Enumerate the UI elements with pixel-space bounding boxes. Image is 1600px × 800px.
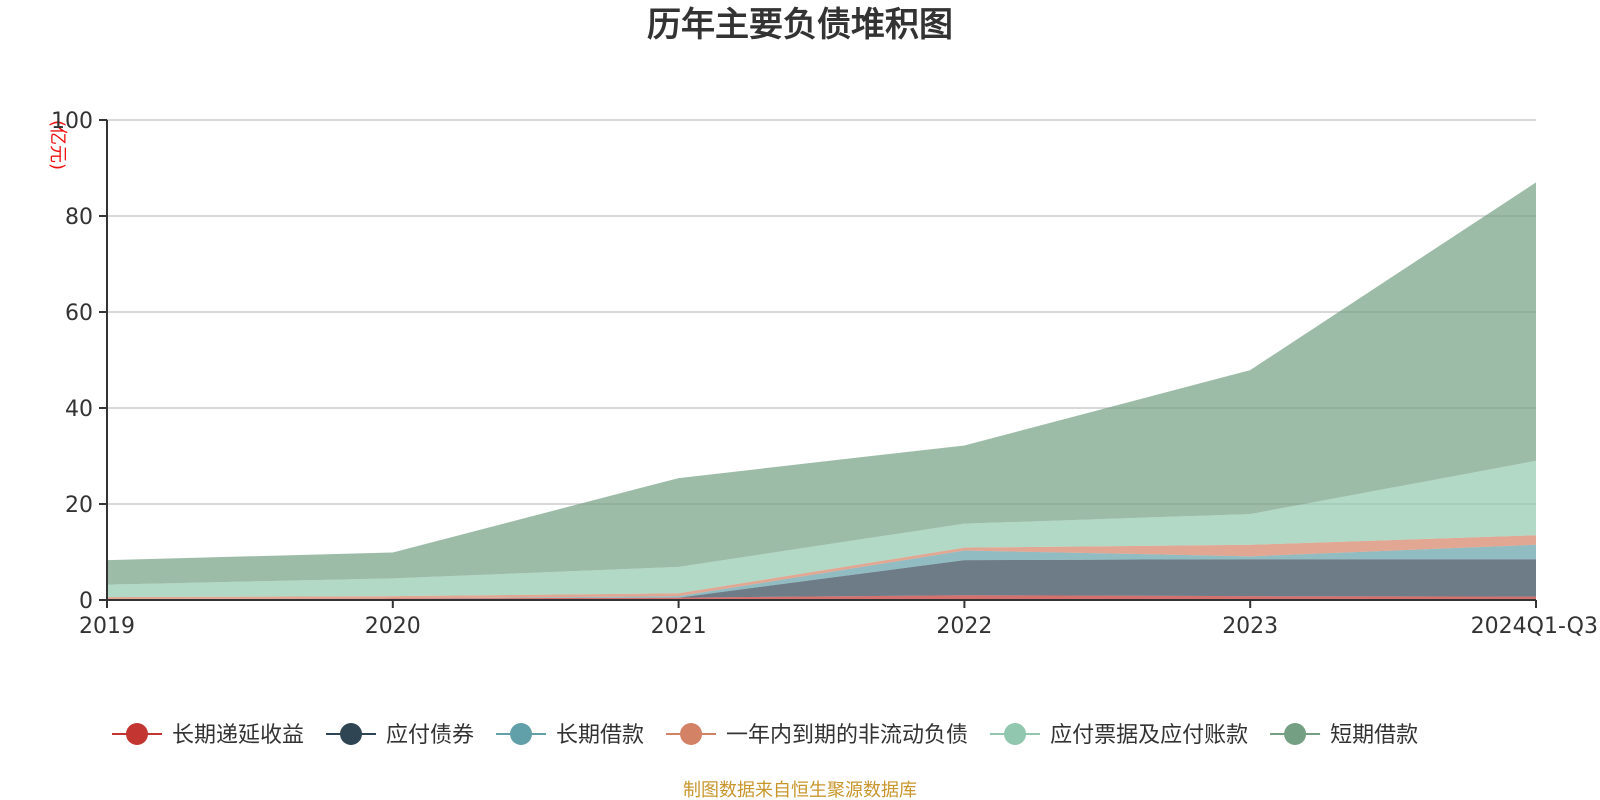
- legend-label: 长期借款: [556, 723, 644, 748]
- legend-marker: [340, 723, 363, 745]
- legend-marker: [510, 723, 533, 745]
- legend-marker: [1004, 723, 1027, 745]
- y-tick-label: 80: [65, 205, 93, 230]
- x-tick-label: 2020: [365, 614, 421, 639]
- legend-marker: [126, 723, 148, 745]
- legend-marker: [1284, 723, 1307, 745]
- legend-label: 应付票据及应付账款: [1050, 723, 1248, 748]
- legend-item-2[interactable]: 应付债券: [326, 723, 474, 748]
- y-tick-label: 20: [65, 493, 93, 518]
- stacked-areas: [107, 182, 1536, 600]
- legend-marker: [680, 723, 703, 745]
- legend-label: 短期借款: [1330, 723, 1418, 748]
- x-tick-label: 2021: [651, 614, 707, 639]
- area-series-4: [107, 535, 1536, 600]
- x-tick-label: 2023: [1222, 614, 1278, 639]
- x-tick-label: 2019: [79, 614, 135, 639]
- y-axis-unit-label: (亿元): [47, 120, 68, 170]
- legend-label: 长期递延收益: [172, 723, 304, 748]
- axes: 0 20 40 60 80 100 2019 2020 2021 2022 2023 2024Q1-Q…: [51, 109, 1598, 639]
- legend: 长期递延收益 应付债券 长期借款 一年内到期的非流动负债 应付票据及应付账款 短期借款: [112, 723, 1418, 748]
- legend-label: 一年内到期的非流动负债: [726, 723, 968, 748]
- y-tick-label: 100: [51, 109, 93, 134]
- area-series-2: [107, 559, 1536, 600]
- legend-label: 应付债券: [386, 723, 474, 748]
- area-series-6: [107, 182, 1536, 585]
- x-tick-label: 2022: [936, 614, 992, 639]
- legend-item-3[interactable]: 长期借款: [496, 723, 644, 748]
- area-series-1: [107, 595, 1536, 600]
- legend-item-4[interactable]: 一年内到期的非流动负债: [666, 723, 968, 748]
- legend-item-1[interactable]: 长期递延收益: [112, 723, 304, 748]
- y-tick-label: 60: [65, 301, 93, 326]
- area-series-5: [107, 460, 1536, 598]
- y-tick-label: 40: [65, 397, 93, 422]
- area-series-3: [107, 544, 1536, 600]
- legend-item-6[interactable]: 短期借款: [1270, 723, 1418, 748]
- legend-item-5[interactable]: 应付票据及应付账款: [990, 723, 1248, 748]
- data-source-note: 制图数据来自恒生聚源数据库: [683, 780, 917, 800]
- y-tick-label: 0: [79, 589, 93, 614]
- x-tick-label: 2024Q1-Q3: [1471, 614, 1598, 639]
- chart-title: 历年主要负债堆积图: [647, 5, 953, 45]
